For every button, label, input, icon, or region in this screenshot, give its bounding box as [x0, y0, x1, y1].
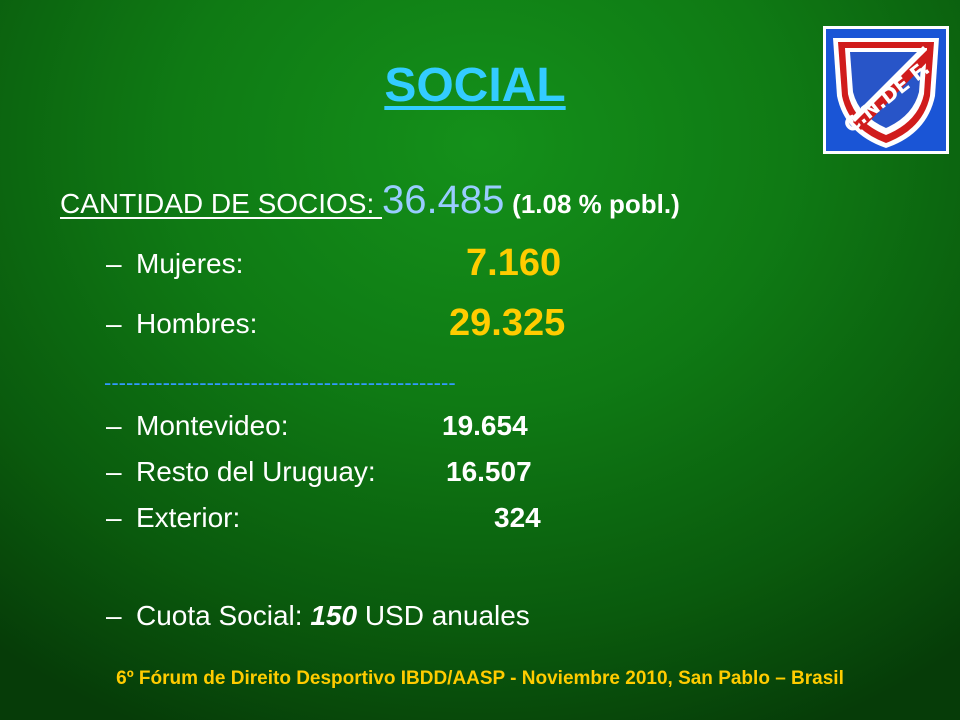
list-item-mujeres: – Mujeres: 7.160 [106, 242, 562, 284]
list-item-hombres: – Hombres: 29.325 [106, 302, 566, 344]
item-label: Mujeres: [136, 248, 244, 279]
list-item-cuota-social: – Cuota Social: 150 USD anuales [106, 600, 530, 631]
item-label: Resto del Uruguay: [136, 456, 376, 487]
list-item-exterior: – Exterior: 324 [106, 502, 541, 533]
item-value: 324 [494, 502, 541, 533]
item-value: 19.654 [442, 410, 528, 441]
cuota-unit: USD anuales [357, 600, 530, 631]
list-item-montevideo: – Montevideo: 19.654 [106, 410, 528, 441]
slide-title: SOCIAL [384, 59, 566, 112]
socios-total: 36.485 [382, 178, 505, 222]
item-label: Montevideo: [136, 410, 289, 441]
club-logo: C.N.DE F. [823, 26, 949, 154]
socios-total-line: CANTIDAD DE SOCIOS: 36.485 (1.08 % pobl.… [60, 178, 680, 223]
socios-percent: (1.08 % pobl.) [512, 189, 680, 219]
cuota-label: Cuota Social: [136, 600, 311, 631]
item-value: 16.507 [446, 456, 532, 487]
item-label: Exterior: [136, 502, 241, 533]
list-item-resto-uruguay: – Resto del Uruguay: 16.507 [106, 456, 532, 487]
footer-text: 6º Fórum de Direito Desportivo IBDD/AASP… [116, 668, 844, 689]
socios-label: CANTIDAD DE SOCIOS: [60, 188, 383, 219]
item-value: 7.160 [466, 242, 562, 284]
separator-line: ----------------------------------------… [104, 370, 456, 395]
cuota-value: 150 [310, 600, 358, 631]
item-value: 29.325 [449, 302, 566, 344]
item-label: Hombres: [136, 308, 258, 339]
